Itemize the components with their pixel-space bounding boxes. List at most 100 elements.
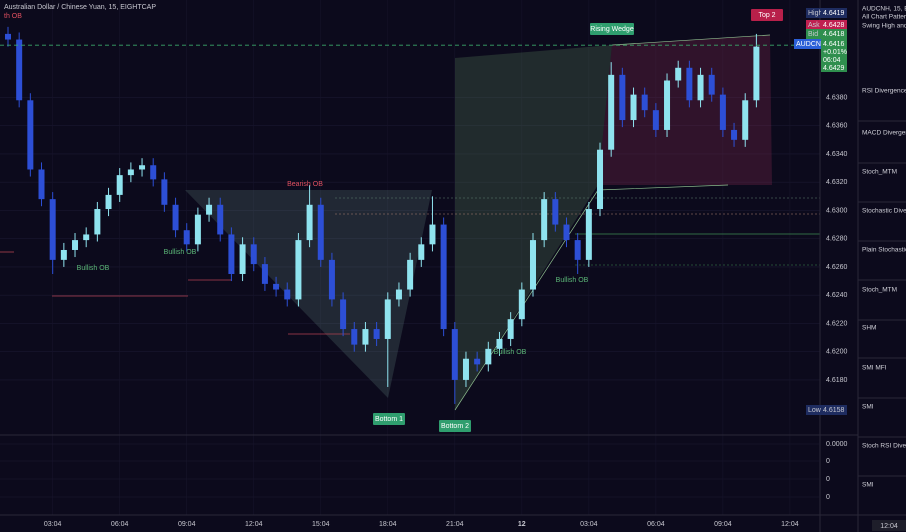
y-tick-label: 4.6220 (826, 320, 848, 327)
price-label: 4.6429 (823, 65, 845, 72)
y-tick-label: 4.6280 (826, 236, 848, 243)
candle-body (574, 240, 581, 260)
annotation: Top 2 (758, 12, 775, 19)
price-label: 4.6158 (823, 407, 845, 414)
y-tick-label: 4.6340 (826, 151, 848, 158)
pane-tick-label: 0 (826, 458, 830, 465)
candle-body (340, 299, 347, 330)
candle-body (273, 283, 280, 290)
indicator-name: SHM (862, 325, 876, 332)
candle-body (72, 240, 79, 250)
price-box (806, 405, 847, 415)
price-label-name: Low (808, 407, 822, 414)
price-box (806, 8, 821, 18)
candle-body (630, 94, 637, 121)
candle-body (585, 209, 592, 260)
candle-body (38, 169, 45, 200)
candle-body (5, 33, 11, 40)
candle-body (228, 234, 235, 274)
y-tick-label: 4.6380 (826, 94, 848, 101)
candle-body (407, 259, 414, 290)
candle-body (418, 244, 425, 260)
indicator-name: SMI (862, 482, 874, 489)
annotation: Bottom 1 (375, 416, 403, 423)
indicator-name: RSI Divergence In (862, 88, 906, 95)
candle-body (83, 234, 90, 241)
candle-body (675, 67, 682, 81)
indicator-name: Swing High and L (862, 23, 906, 30)
candle-body (619, 74, 626, 121)
pattern-area (598, 35, 772, 185)
x-tick-label: 21:04 (446, 521, 464, 528)
candle-body (664, 80, 671, 130)
candle-body (60, 249, 67, 260)
candle-body (384, 299, 391, 339)
candle-body (440, 224, 447, 330)
candle-body (451, 329, 458, 380)
x-tick-label: 12:04 (245, 521, 263, 528)
x-tick-label: 12:04 (781, 521, 799, 528)
indicator-name: Stoch_MTM (862, 169, 897, 176)
pattern-triangle (185, 190, 432, 398)
y-tick-label: 4.6260 (826, 264, 848, 271)
x-tick-label: 06:04 (111, 521, 129, 528)
candle-body (328, 259, 335, 300)
candle-body (652, 110, 659, 130)
pattern-area (455, 45, 612, 410)
candle-body (697, 74, 704, 101)
candle-body (206, 204, 213, 215)
candle-body (608, 74, 615, 150)
x-tick-label: 12 (518, 521, 526, 528)
price-box (821, 29, 847, 39)
candle-body (49, 199, 56, 260)
candle-body (306, 204, 313, 241)
price-label: 4.6419 (823, 10, 845, 17)
candle-body (462, 358, 469, 380)
candle-body (127, 169, 134, 176)
x-tick-label: 18:04 (379, 521, 397, 528)
candle-body (351, 329, 358, 345)
indicator-name: SMI MFI (862, 365, 887, 372)
indicator-name: All Chart Patterns (862, 14, 906, 21)
indicator-name: AUDCNH, 15, EIG (862, 6, 906, 13)
price-label-name: High (808, 10, 823, 17)
x-tick-label: 15:04 (312, 521, 330, 528)
annotation-box (751, 9, 783, 21)
symbol-label: AUDCNH (796, 41, 826, 48)
candle-body (116, 175, 123, 195)
x-tick-label: 06:04 (647, 521, 665, 528)
chart-title: Australian Dollar / Chinese Yuan, 15, EI… (4, 4, 156, 11)
annotation: Bullish OB (77, 265, 110, 272)
pane-tick-label: 0 (826, 494, 830, 501)
candle-body (552, 199, 559, 225)
candle-body (719, 94, 726, 130)
price-label: 4.6416 (823, 41, 845, 48)
corner-tag: th OB (4, 13, 22, 20)
candle-body (529, 240, 536, 290)
x-tick-label: 09:04 (714, 521, 732, 528)
price-box (821, 39, 847, 72)
candle-body (395, 289, 402, 300)
pane-tick-label: 0.0000 (826, 441, 848, 448)
price-label-name: Ask (808, 22, 820, 29)
annotation-box (590, 23, 634, 35)
indicator-name: Stoch_MTM (862, 287, 897, 294)
annotation: Bullish OB (556, 277, 589, 284)
x-tick-label: 03:04 (44, 521, 62, 528)
y-tick-label: 4.6320 (826, 179, 848, 186)
annotation-box (373, 413, 405, 425)
annotation: Bearish OB (287, 181, 323, 188)
y-tick-label: 4.6360 (826, 123, 848, 130)
candle-body (105, 194, 112, 210)
clock: 12:04 (880, 523, 898, 530)
candle-body (317, 204, 324, 260)
candle-body (597, 149, 604, 210)
candle-body (518, 289, 525, 320)
candle-body (183, 230, 190, 245)
candle-body (295, 240, 302, 300)
candle-body (742, 100, 749, 140)
clock-box (872, 520, 906, 531)
candle-body (496, 338, 503, 349)
